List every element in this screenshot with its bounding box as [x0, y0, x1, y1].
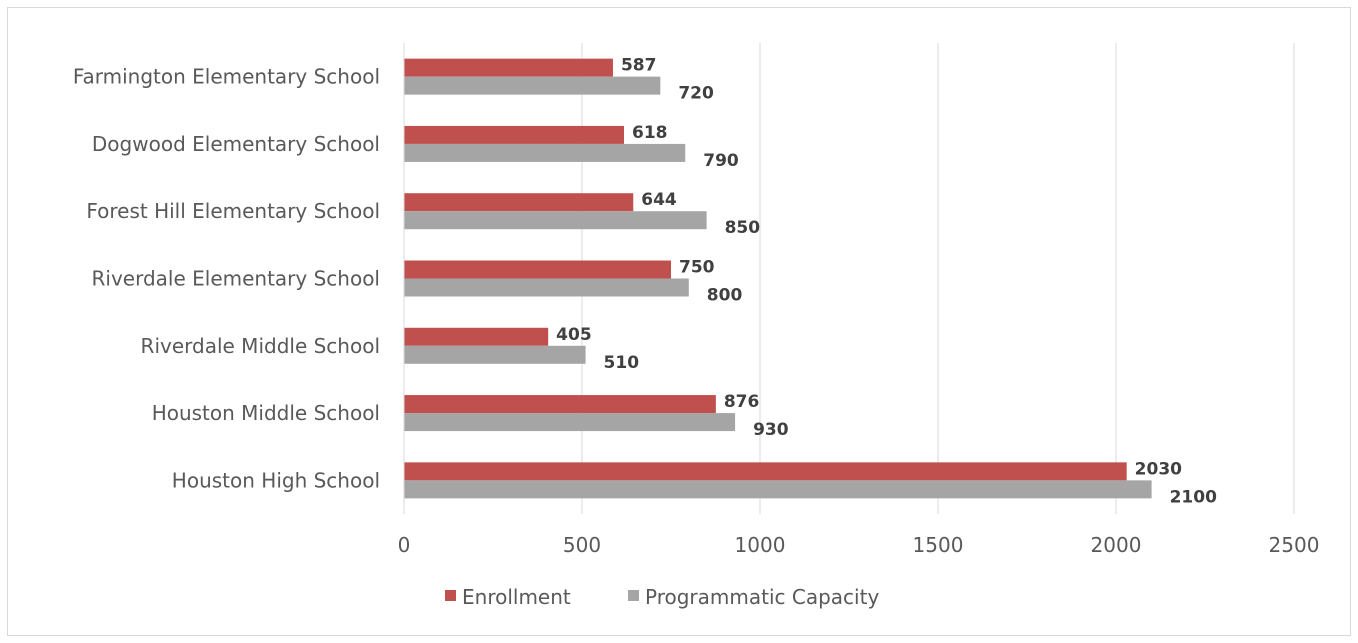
bar-programmatic-capacity: [404, 77, 660, 95]
data-label: 644: [641, 190, 677, 210]
category-label: Dogwood Elementary School: [92, 132, 380, 156]
bar-enrollment: [404, 328, 548, 346]
bar-programmatic-capacity: [404, 211, 707, 229]
bar-enrollment: [404, 395, 716, 413]
x-tick-label: 2500: [1269, 533, 1320, 557]
legend-label: Enrollment: [462, 585, 571, 609]
category-label: Farmington Elementary School: [73, 65, 380, 89]
x-tick-label: 1000: [735, 533, 786, 557]
x-tick-label: 1500: [913, 533, 964, 557]
bar-enrollment: [404, 261, 671, 279]
data-label: 510: [604, 353, 640, 373]
data-label: 800: [707, 286, 743, 306]
bar-programmatic-capacity: [404, 480, 1152, 498]
category-label: Houston High School: [172, 468, 380, 492]
category-label: Riverdale Elementary School: [91, 267, 380, 291]
data-label: 2030: [1135, 459, 1182, 479]
legend-swatch: [628, 590, 639, 601]
x-tick-labels: 0 500 1000 1500 2000 2500: [398, 533, 1320, 557]
data-label: 930: [753, 420, 789, 440]
data-label: 587: [621, 56, 657, 76]
legend-label: Programmatic Capacity: [645, 585, 879, 609]
legend-swatch: [445, 590, 456, 601]
bar-programmatic-capacity: [404, 346, 586, 364]
x-tick-label: 500: [563, 533, 601, 557]
category-label: Riverdale Middle School: [141, 334, 380, 358]
category-label: Forest Hill Elementary School: [86, 199, 380, 223]
data-label: 618: [632, 123, 668, 143]
data-label: 2100: [1170, 487, 1217, 507]
bar-programmatic-capacity: [404, 144, 685, 162]
category-labels: Farmington Elementary School Dogwood Elem…: [73, 65, 380, 493]
legend: Enrollment Programmatic Capacity: [445, 585, 879, 609]
bar-enrollment: [404, 126, 624, 144]
x-tick-label: 0: [398, 533, 411, 557]
bar-enrollment: [404, 59, 613, 77]
bar-programmatic-capacity: [404, 413, 735, 431]
data-label: 850: [725, 218, 761, 238]
category-label: Houston Middle School: [152, 401, 380, 425]
data-label: 876: [724, 392, 760, 412]
x-tick-label: 2000: [1091, 533, 1142, 557]
data-label: 790: [703, 151, 739, 171]
bar-enrollment: [404, 193, 633, 211]
data-label: 405: [556, 325, 592, 345]
bar-enrollment: [404, 462, 1127, 480]
data-label: 750: [679, 258, 715, 278]
bar-programmatic-capacity: [404, 279, 689, 297]
data-label: 720: [678, 84, 714, 104]
